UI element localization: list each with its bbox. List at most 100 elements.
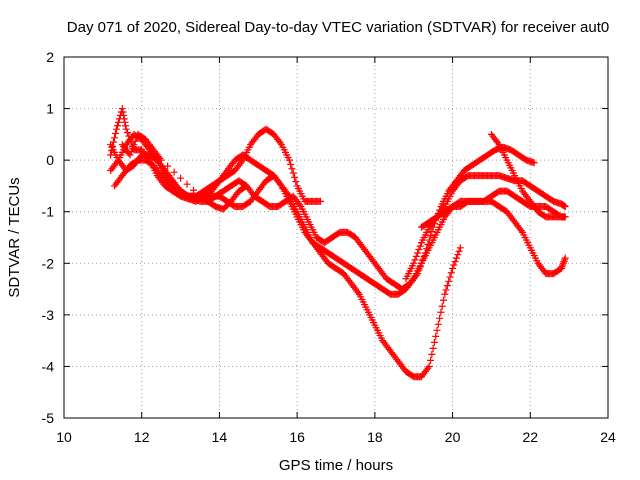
data-point bbox=[440, 204, 448, 212]
data-point bbox=[451, 258, 459, 266]
y-tick-label: -1 bbox=[42, 204, 55, 220]
data-point bbox=[123, 129, 131, 137]
data-point bbox=[285, 156, 293, 164]
data-point bbox=[440, 296, 448, 304]
data-point bbox=[561, 254, 569, 262]
grid-lines bbox=[64, 57, 608, 418]
data-point bbox=[441, 290, 449, 298]
data-point bbox=[414, 249, 422, 257]
data-point bbox=[424, 364, 432, 372]
data-point bbox=[561, 203, 569, 211]
data-point bbox=[561, 256, 569, 264]
data-point bbox=[289, 169, 297, 177]
data-point bbox=[408, 276, 416, 284]
data-point bbox=[129, 144, 137, 152]
data-point bbox=[354, 289, 362, 297]
data-point bbox=[430, 338, 438, 346]
series-satellite-track-d bbox=[107, 141, 565, 298]
data-point bbox=[157, 156, 165, 164]
x-tick-label: 24 bbox=[600, 429, 616, 445]
data-point bbox=[288, 165, 296, 173]
series-satellite-track-e bbox=[402, 197, 569, 283]
data-point bbox=[164, 162, 172, 170]
data-point bbox=[494, 139, 502, 147]
data-point bbox=[292, 178, 300, 186]
data-point bbox=[438, 302, 446, 310]
data-points bbox=[107, 105, 569, 381]
data-point bbox=[427, 356, 435, 364]
data-point bbox=[121, 118, 129, 126]
data-point bbox=[241, 183, 249, 191]
data-point bbox=[126, 151, 134, 159]
data-point bbox=[446, 273, 454, 281]
data-point bbox=[111, 129, 119, 137]
data-point bbox=[190, 186, 198, 194]
data-point bbox=[427, 232, 435, 240]
data-point bbox=[287, 160, 295, 168]
data-point bbox=[296, 201, 304, 209]
data-point bbox=[410, 259, 418, 267]
data-point bbox=[561, 213, 569, 221]
chart-title: Day 071 of 2020, Sidereal Day-to-day VTE… bbox=[67, 19, 609, 36]
data-point bbox=[557, 264, 565, 272]
data-point bbox=[113, 122, 121, 130]
data-point bbox=[111, 134, 119, 142]
y-tick-label: -3 bbox=[42, 307, 55, 323]
data-point bbox=[447, 269, 455, 277]
data-point bbox=[118, 105, 126, 113]
data-point bbox=[432, 332, 440, 340]
series-satellite-track-g bbox=[487, 130, 569, 221]
data-point bbox=[276, 180, 284, 188]
data-point bbox=[558, 263, 566, 271]
data-point bbox=[412, 252, 420, 260]
data-point bbox=[127, 148, 135, 156]
data-point bbox=[437, 308, 445, 316]
data-point bbox=[112, 125, 120, 133]
data-point bbox=[428, 350, 436, 358]
x-axis-label: GPS time / hours bbox=[279, 457, 393, 474]
x-tick-label: 14 bbox=[212, 429, 228, 445]
x-tick-label: 10 bbox=[56, 429, 72, 445]
data-point bbox=[156, 154, 164, 162]
data-point bbox=[170, 168, 178, 176]
y-tick-label: -2 bbox=[42, 255, 55, 271]
data-point bbox=[276, 139, 284, 147]
data-point bbox=[559, 259, 567, 267]
data-point bbox=[454, 251, 462, 259]
data-point bbox=[443, 282, 451, 290]
series-satellite-track-c bbox=[111, 143, 538, 293]
data-point bbox=[119, 108, 127, 116]
data-point bbox=[122, 122, 130, 130]
data-point bbox=[425, 362, 433, 370]
data-point bbox=[122, 125, 130, 133]
data-point bbox=[452, 254, 460, 262]
data-point bbox=[131, 137, 139, 145]
data-point bbox=[445, 277, 453, 285]
y-tick-label: -5 bbox=[42, 410, 55, 426]
x-tick-label: 20 bbox=[445, 429, 461, 445]
x-tick-label: 22 bbox=[522, 429, 538, 445]
data-point bbox=[436, 314, 444, 322]
data-point bbox=[455, 247, 463, 255]
data-point bbox=[237, 158, 245, 166]
data-point bbox=[411, 256, 419, 264]
data-point bbox=[316, 197, 324, 205]
data-point bbox=[429, 344, 437, 352]
data-point bbox=[130, 141, 138, 149]
data-point bbox=[559, 261, 567, 269]
x-tick-label: 18 bbox=[367, 429, 383, 445]
data-point bbox=[120, 111, 128, 119]
y-tick-label: 0 bbox=[46, 152, 54, 168]
data-point bbox=[243, 182, 251, 190]
data-point bbox=[434, 320, 442, 328]
data-point bbox=[456, 244, 464, 252]
data-point bbox=[114, 118, 122, 126]
y-axis-label: SDTVAR / TECUs bbox=[6, 177, 23, 297]
plot-frame bbox=[63, 56, 609, 419]
data-point bbox=[433, 326, 441, 334]
y-tick-label: -4 bbox=[42, 358, 55, 374]
data-point bbox=[442, 286, 450, 294]
data-point bbox=[449, 264, 457, 272]
data-point bbox=[183, 180, 191, 188]
